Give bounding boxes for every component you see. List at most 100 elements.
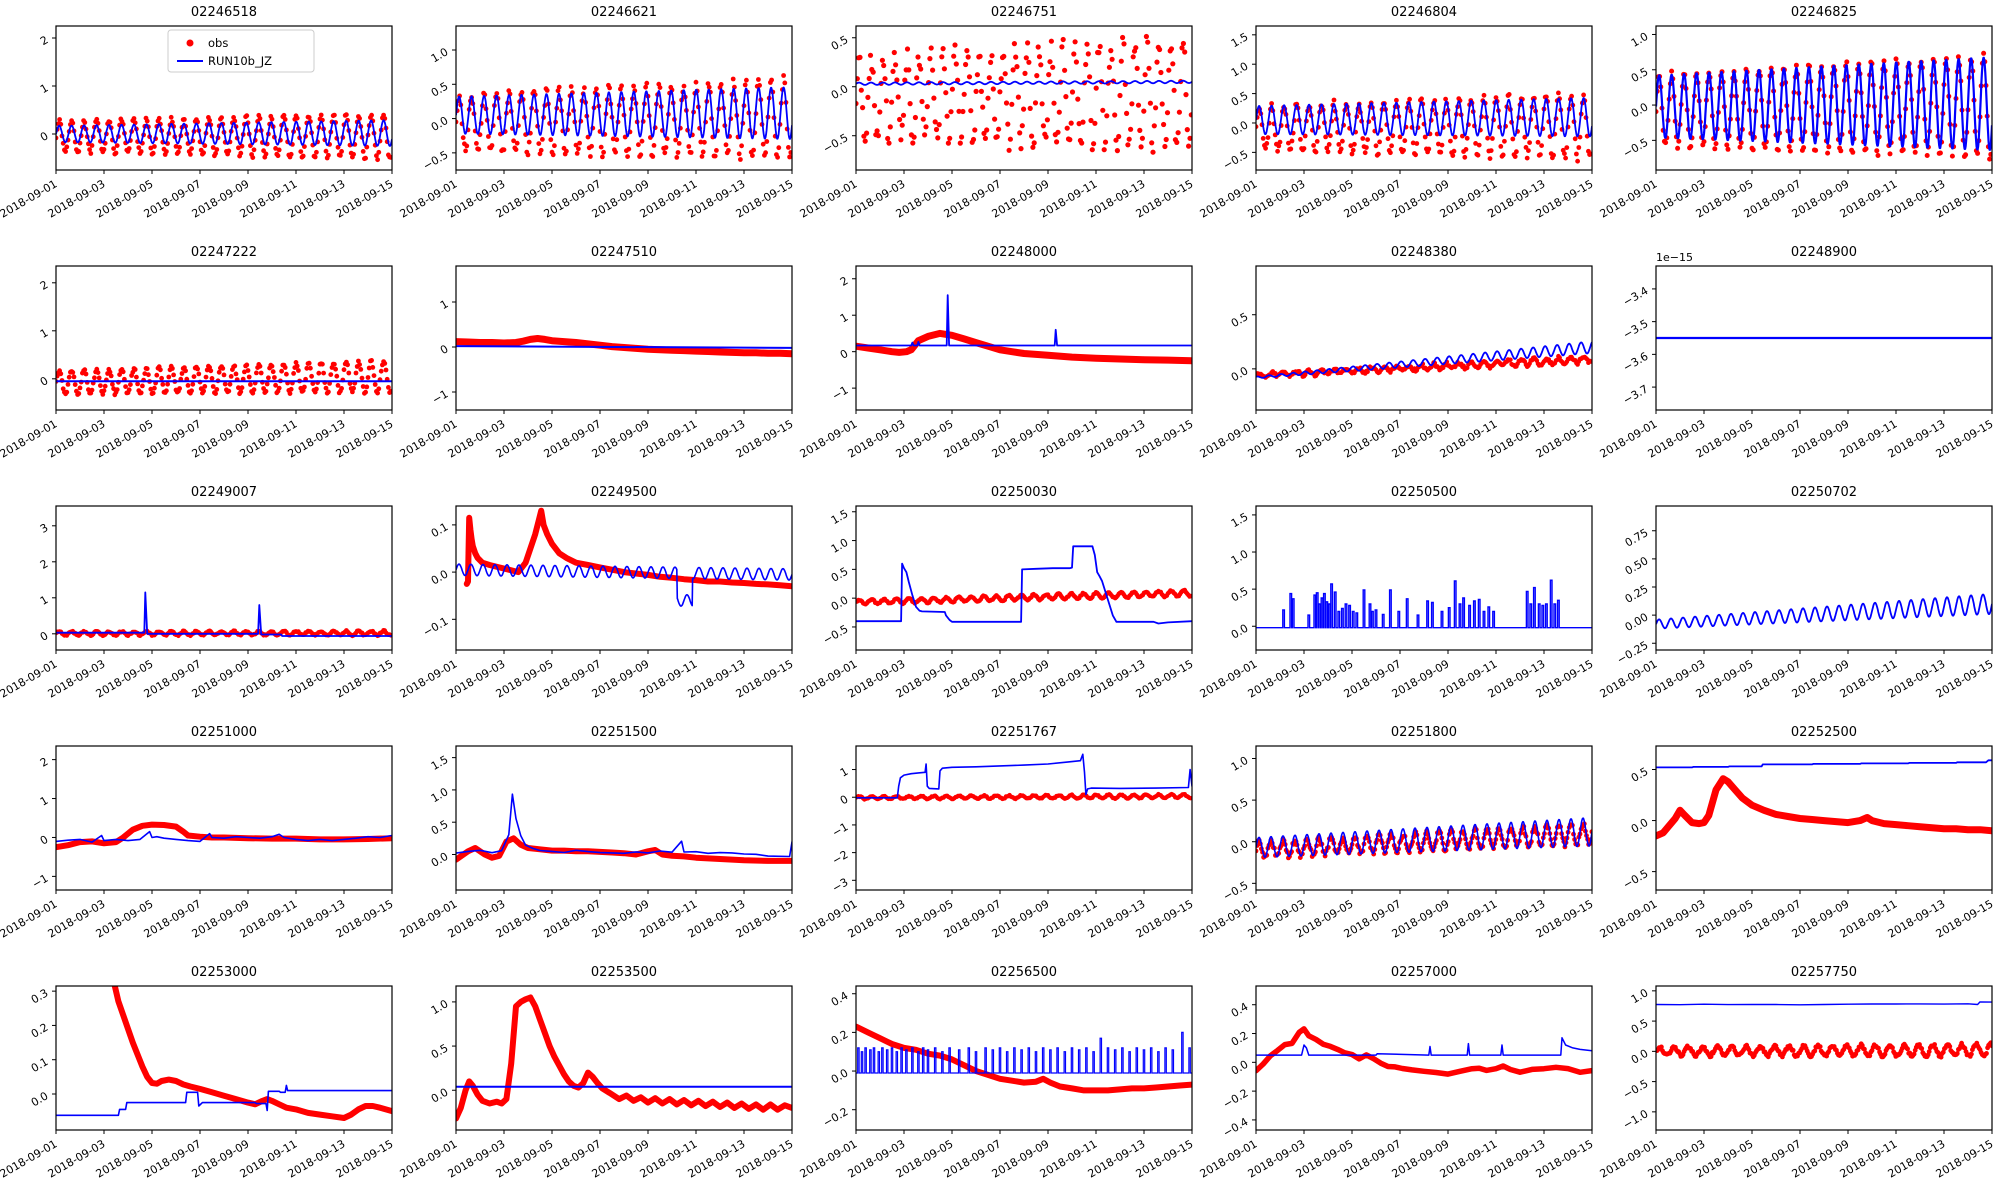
y-tick-label: 2 xyxy=(38,278,51,293)
subplot-title: 02250030 xyxy=(991,485,1057,500)
y-tick-label: 0.5 xyxy=(1629,65,1651,85)
y-tick-label: 0.5 xyxy=(1629,1016,1651,1036)
y-tick-label: 1.0 xyxy=(429,45,451,65)
y-tick-label: 0.0 xyxy=(1229,837,1251,857)
subplot-02250702: 022507022018-09-012018-09-032018-09-0520… xyxy=(1598,485,1996,701)
axes-frame xyxy=(855,985,1193,1131)
y-tick-label: 0.50 xyxy=(1623,554,1651,578)
y-tick-label: 1.0 xyxy=(1629,30,1651,50)
y-tick-label: 2 xyxy=(38,33,51,48)
y-tick-label: 1.0 xyxy=(429,997,451,1017)
subplot-cell-02251767: 02251767 2018-09-01 2018-09-03 2018-09-05 20… xyxy=(798,720,1200,960)
y-tick-label: −0.5 xyxy=(821,622,851,647)
subplot-02249500: 022495002018-09-012018-09-032018-09-0520… xyxy=(398,485,796,701)
y-tick-label: 1.0 xyxy=(1229,547,1251,567)
subplot-cell-02249007: 02249007 2018-09-01 2018-09-03 2018-09-05 20… xyxy=(0,480,400,720)
y-tick-label: 0.5 xyxy=(1229,795,1251,815)
y-tick-label: 1.0 xyxy=(1229,60,1251,80)
subplot-cell-02246825: 02246825 2018-09-01 2018-09-03 2018-09-05 20… xyxy=(1598,0,2000,240)
y-tick-label: 2 xyxy=(38,557,51,572)
subplot-title: 02253500 xyxy=(591,965,657,980)
subplot-cell-02253000: 02253000 2018-09-01 2018-09-03 2018-09-05 20… xyxy=(0,960,400,1200)
axes-frame xyxy=(455,265,793,411)
axes-frame xyxy=(1655,25,1993,171)
subplot-title: 02248000 xyxy=(991,245,1057,260)
subplot-02246825: 022468252018-09-012018-09-032018-09-0520… xyxy=(1598,5,1996,221)
axes-frame xyxy=(1655,985,1993,1131)
y-tick-label: −3.6 xyxy=(1621,350,1651,375)
subplot-title: 02250500 xyxy=(1391,485,1457,500)
subplot-title: 02252500 xyxy=(1791,725,1857,740)
subplot-02248380: 022483802018-09-012018-09-032018-09-0520… xyxy=(1198,245,1596,461)
subplot-02251767: 022517672018-09-012018-09-032018-09-0520… xyxy=(798,725,1196,941)
subplot-title: 02248900 xyxy=(1791,245,1857,260)
axes-frame xyxy=(855,265,1193,411)
legend-obs-label: obs xyxy=(208,36,228,50)
y-tick-label: 0.0 xyxy=(29,1089,51,1109)
axes-frame xyxy=(55,985,393,1131)
subplot-title: 02251500 xyxy=(591,725,657,740)
subplot-02246621: 022466212018-09-012018-09-032018-09-0520… xyxy=(398,5,796,221)
axis-offset-label: 1e−15 xyxy=(1656,251,1693,264)
y-tick-label: 0.0 xyxy=(429,567,451,587)
y-tick-label: 0.0 xyxy=(1229,1058,1251,1078)
y-tick-label: 0.25 xyxy=(1623,582,1651,606)
subplot-02250500: 022505002018-09-012018-09-032018-09-0520… xyxy=(1198,485,1596,701)
y-tick-label: 0.2 xyxy=(29,1021,51,1041)
y-tick-label: 1 xyxy=(38,326,51,341)
y-tick-label: 0.0 xyxy=(1229,622,1251,642)
y-tick-label: 1.0 xyxy=(1629,986,1651,1006)
subplot-cell-02248900: 02248900 1e−15 2018-09-01 2018-09-03 2018-09… xyxy=(1598,240,2000,480)
legend-model-label: RUN10b_JZ xyxy=(208,54,272,68)
y-tick-label: 0.0 xyxy=(1229,364,1251,384)
y-tick-label: −0.5 xyxy=(821,131,851,156)
axes-frame xyxy=(1255,505,1593,651)
axes-frame xyxy=(855,505,1193,651)
subplot-02246751: 022467512018-09-012018-09-032018-09-0520… xyxy=(798,5,1196,221)
subplot-title: 02247222 xyxy=(191,245,257,260)
y-tick-label: 0 xyxy=(38,129,51,144)
subplot-title: 02246621 xyxy=(591,5,657,20)
y-tick-label: 0.0 xyxy=(429,850,451,870)
axes-frame xyxy=(55,745,393,891)
axes-frame xyxy=(1655,745,1993,891)
y-tick-label: 1 xyxy=(38,81,51,96)
subplot-title: 02253000 xyxy=(191,965,257,980)
axes-frame xyxy=(1655,505,1993,651)
y-tick-label: 1.5 xyxy=(1229,30,1251,50)
subplot-title: 02249500 xyxy=(591,485,657,500)
subplot-title: 02246804 xyxy=(1391,5,1457,20)
subplot-cell-02251800: 02251800 2018-09-01 2018-09-03 2018-09-05 20… xyxy=(1198,720,1600,960)
subplot-cell-02249500: 02249500 2018-09-01 2018-09-03 2018-09-05 20… xyxy=(398,480,800,720)
y-tick-label: 0.5 xyxy=(1229,89,1251,109)
subplot-title: 02251800 xyxy=(1391,725,1457,740)
y-tick-label: 0.0 xyxy=(429,114,451,134)
y-tick-label: 0 xyxy=(838,347,851,362)
subplot-title: 02246751 xyxy=(991,5,1057,20)
y-tick-label: 1.0 xyxy=(1229,754,1251,774)
y-tick-label: 0.0 xyxy=(1229,118,1251,138)
subplot-02252500: 022525002018-09-012018-09-032018-09-0520… xyxy=(1598,725,1996,941)
legend-obs-marker xyxy=(186,39,194,47)
y-tick-label: 1 xyxy=(38,794,51,809)
subplot-title: 02246825 xyxy=(1791,5,1857,20)
y-tick-label: 0.5 xyxy=(429,818,451,838)
axes-frame xyxy=(855,745,1193,891)
subplot-cell-02257000: 02257000 2018-09-01 2018-09-03 2018-09-05 20… xyxy=(1198,960,1600,1200)
y-tick-label: 0 xyxy=(38,374,51,389)
subplot-02251500: 022515002018-09-012018-09-032018-09-0520… xyxy=(398,725,796,941)
subplot-02248000: 022480002018-09-012018-09-032018-09-0520… xyxy=(798,245,1196,461)
y-tick-label: −3 xyxy=(830,876,851,895)
subplot-cell-02250702: 02250702 2018-09-01 2018-09-03 2018-09-05 20… xyxy=(1598,480,2000,720)
y-tick-label: 0.0 xyxy=(1629,816,1651,836)
y-tick-label: −0.2 xyxy=(821,1105,851,1130)
y-tick-label: 0 xyxy=(438,342,451,357)
subplot-cell-02248380: 02248380 2018-09-01 2018-09-03 2018-09-05 20… xyxy=(1198,240,1600,480)
y-tick-label: 0.5 xyxy=(829,565,851,585)
axes-frame xyxy=(1255,985,1593,1131)
subplot-02247222: 022472222018-09-012018-09-032018-09-0520… xyxy=(0,245,396,461)
y-tick-label: 1.5 xyxy=(1229,510,1251,530)
subplot-title: 02250702 xyxy=(1791,485,1857,500)
y-tick-label: 2 xyxy=(838,274,851,289)
y-tick-label: 0 xyxy=(38,629,51,644)
